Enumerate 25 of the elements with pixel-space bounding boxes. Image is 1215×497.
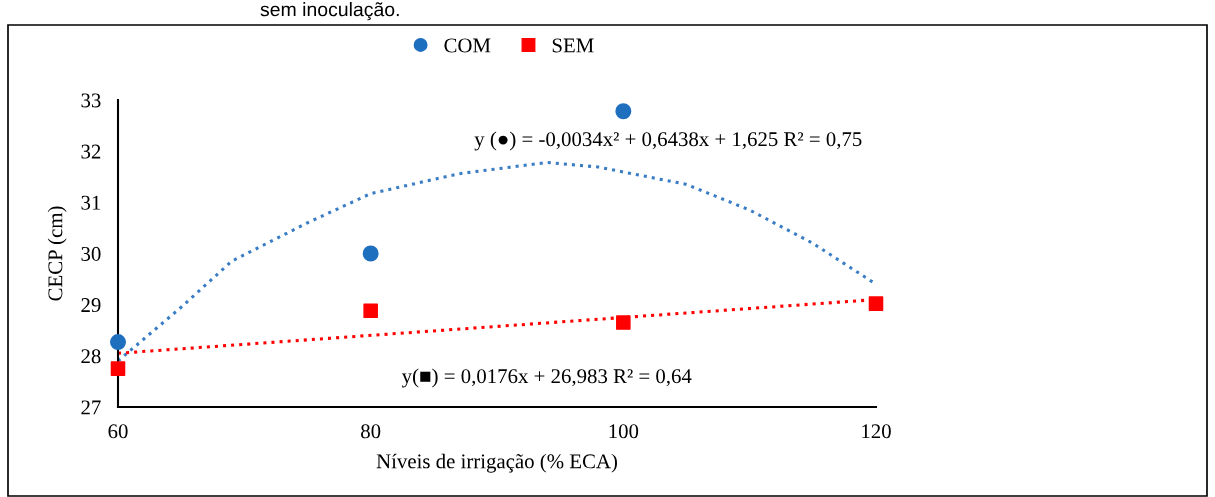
- x-axis-title: Níveis de irrigação (% ECA): [376, 453, 617, 473]
- y-tick-label: 32: [81, 144, 101, 159]
- annotation: y (●) = -0,0034x² + 0,6438x + 1,625 R² = 0,75: [474, 131, 862, 151]
- y-tick-label: 28: [81, 349, 101, 364]
- x-tick-label: 60: [108, 424, 128, 439]
- point: [110, 361, 126, 376]
- legend-label: COM: [444, 38, 491, 53]
- annotation: y(■) = 0,0176x + 26,983 R² = 0,64: [401, 368, 692, 388]
- y-tick-label: 30: [81, 246, 101, 261]
- x-tick-label: 100: [609, 424, 639, 439]
- y-tick-label: 27: [81, 400, 101, 415]
- point: [616, 315, 631, 330]
- y-axis-title: CECP (cm): [47, 206, 67, 301]
- point: [868, 296, 884, 311]
- x-tick-label: 120: [862, 424, 891, 439]
- y-tick-label: 29: [81, 298, 101, 313]
- legend-label: SEM: [552, 38, 594, 53]
- point: [362, 245, 379, 262]
- point: [363, 303, 378, 319]
- x-tick-label: 80: [361, 424, 381, 439]
- point: [615, 103, 632, 120]
- y-tick-label: 31: [81, 195, 101, 210]
- point: [110, 334, 126, 350]
- y-tick-label: 33: [81, 93, 101, 108]
- text: sem inoculação.: [260, 2, 399, 21]
